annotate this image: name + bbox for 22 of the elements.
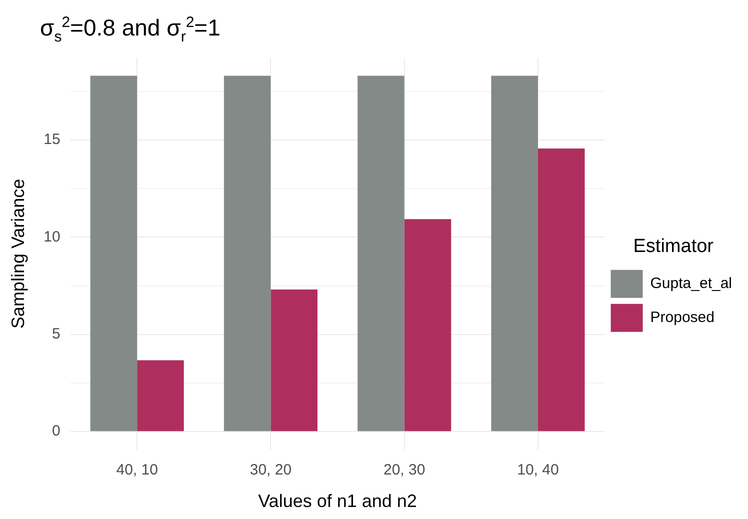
bar [137,360,184,432]
bar [358,76,404,432]
legend-title: Estimator [633,236,714,257]
x-tick-label: 30, 20 [250,462,292,479]
bar [224,76,271,432]
legend-label: Proposed [650,309,714,326]
x-tick-label: 20, 30 [383,462,426,479]
chart-title: σ$_{s}$$^{2}$=0.8 and σ$_{r}$$^{2}$=1 [40,14,220,46]
x-axis-title: Values of n1 and n2 [258,491,417,512]
y-tick-label: 0 [52,422,60,440]
legend-label: Gupta_et_al [650,275,732,292]
y-tick-label: 15 [44,131,60,148]
x-tick-label: 40, 10 [116,462,158,479]
bar [404,219,452,432]
bar [90,76,138,432]
bar [270,289,318,432]
bar [491,76,538,432]
x-tick-label: 10, 40 [517,462,559,479]
bar [538,148,585,432]
y-tick-label: 10 [44,228,60,246]
y-axis-title: Sampling Variance [8,178,28,329]
y-tick-label: 5 [52,326,60,343]
